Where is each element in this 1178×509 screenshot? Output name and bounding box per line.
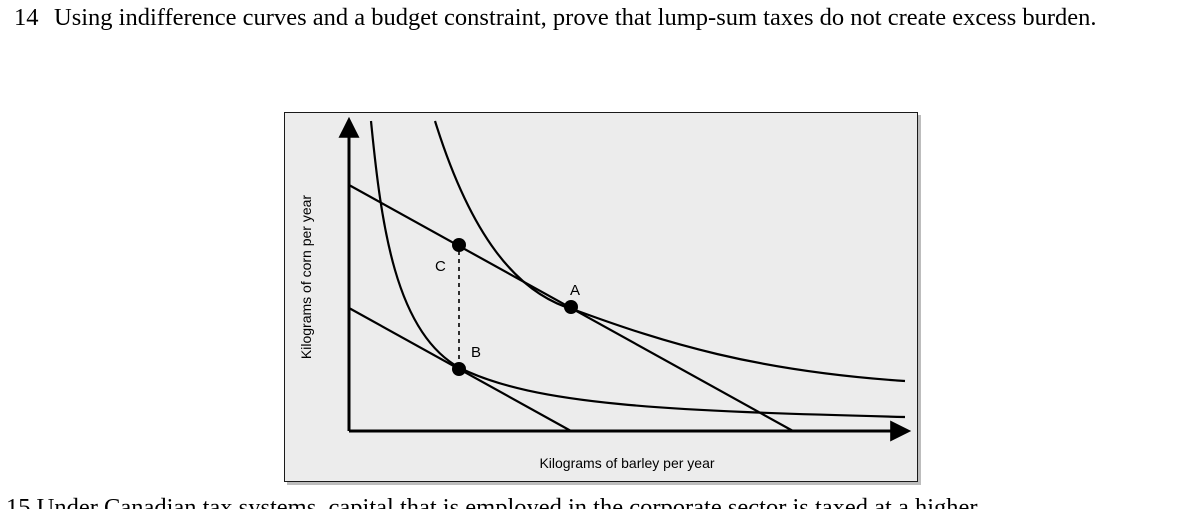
indifference-curve-upper	[433, 120, 906, 383]
indifference-curve-chart: C A B Kilograms of barley per year Kilog…	[298, 116, 912, 471]
x-axis-label: Kilograms of barley per year	[539, 455, 714, 471]
question-15-partial: 15 Under Canadian tax systems, capital t…	[6, 494, 978, 509]
y-axis-label: Kilograms of corn per year	[298, 195, 314, 360]
question-number: 14	[14, 4, 39, 31]
point-b-label: B	[471, 344, 481, 361]
point-c-marker	[452, 238, 466, 252]
point-b-marker	[452, 362, 466, 376]
question-text: Using indifference curves and a budget c…	[54, 4, 1097, 31]
point-a-marker	[564, 300, 578, 314]
point-a-label: A	[570, 282, 580, 299]
figure-panel: C A B Kilograms of barley per year Kilog…	[284, 112, 918, 482]
indifference-curve-lower	[369, 120, 906, 419]
point-c-label: C	[435, 258, 446, 275]
